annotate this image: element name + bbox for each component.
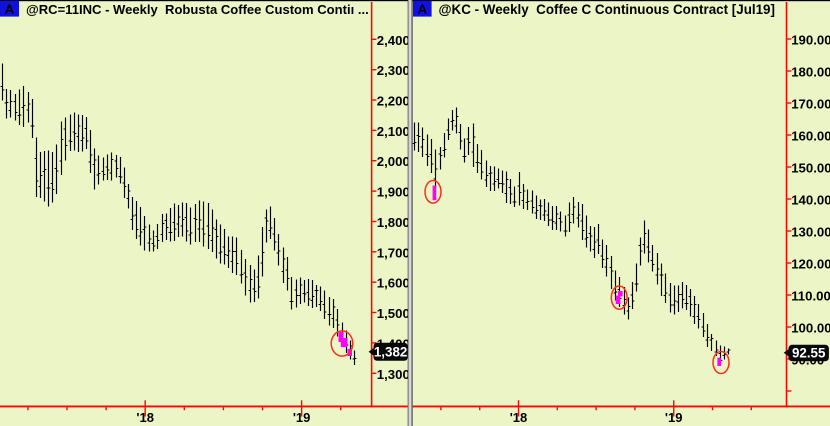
svg-text:@RC=11INC - Weekly Robusta Co: @RC=11INC - Weekly Robusta Coffee Custom… xyxy=(26,2,369,17)
svg-text:1,900: 1,900 xyxy=(377,185,410,200)
svg-text:2,000: 2,000 xyxy=(377,154,410,169)
svg-text:170.00: 170.00 xyxy=(791,97,830,112)
svg-text:190.00: 190.00 xyxy=(791,33,830,48)
svg-text:160.00: 160.00 xyxy=(791,129,830,144)
svg-text:1,600: 1,600 xyxy=(377,276,410,291)
svg-text:A: A xyxy=(418,2,428,17)
svg-text:130.00: 130.00 xyxy=(791,225,830,240)
svg-text:1,300: 1,300 xyxy=(377,367,410,382)
svg-text:120.00: 120.00 xyxy=(791,257,830,272)
svg-text:1,800: 1,800 xyxy=(377,215,410,230)
svg-text:2,200: 2,200 xyxy=(377,94,410,109)
svg-text:180.00: 180.00 xyxy=(791,65,830,80)
svg-text:92.55: 92.55 xyxy=(792,346,826,361)
svg-text:110.00: 110.00 xyxy=(791,289,830,304)
svg-text:'18: '18 xyxy=(510,410,528,425)
svg-text:150.00: 150.00 xyxy=(791,161,830,176)
svg-text:2,400: 2,400 xyxy=(377,33,410,48)
svg-text:@KC - Weekly Coffee C Continu: @KC - Weekly Coffee C Continuous Contrac… xyxy=(439,2,775,17)
svg-text:'19: '19 xyxy=(665,410,683,425)
svg-text:140.00: 140.00 xyxy=(791,193,830,208)
svg-text:100.00: 100.00 xyxy=(791,321,830,336)
svg-text:1,700: 1,700 xyxy=(377,245,410,260)
svg-text:A: A xyxy=(5,2,15,17)
svg-text:2,100: 2,100 xyxy=(377,124,410,139)
svg-text:2,300: 2,300 xyxy=(377,63,410,78)
svg-text:1,500: 1,500 xyxy=(377,306,410,321)
svg-text:'18: '18 xyxy=(136,410,154,425)
svg-text:'19: '19 xyxy=(293,410,311,425)
svg-text:1,382: 1,382 xyxy=(374,345,408,360)
